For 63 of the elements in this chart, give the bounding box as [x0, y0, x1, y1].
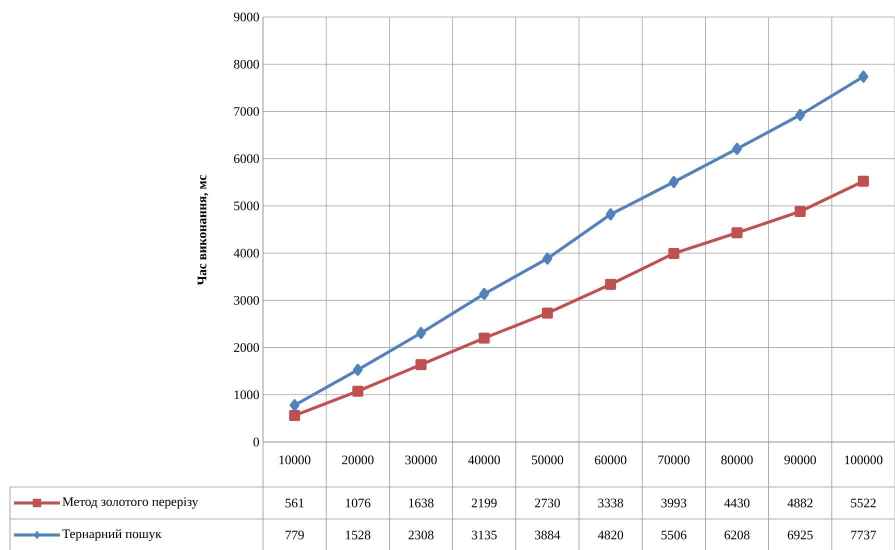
- y-tick-label: 3000: [234, 296, 259, 305]
- point: [795, 108, 806, 121]
- point: [605, 278, 616, 290]
- data-label: 1638: [409, 498, 434, 508]
- data-label: 3338: [598, 498, 624, 508]
- data-label: 4820: [598, 530, 624, 540]
- y-tick-label: 2000: [234, 343, 259, 352]
- data-label: 5506: [662, 530, 686, 540]
- legend-label: Метод золотого перерізу: [62, 497, 198, 509]
- point: [668, 248, 680, 259]
- x-tick-label: 50000: [532, 456, 564, 464]
- x-tick-label: 10000: [279, 456, 310, 464]
- data-label: 6925: [788, 530, 813, 540]
- point: [732, 142, 742, 155]
- data-label: 779: [286, 530, 304, 540]
- data-label: 561: [286, 498, 304, 508]
- y-tick-label: 8000: [234, 60, 259, 69]
- point: [478, 332, 490, 344]
- data-label: 2308: [408, 530, 434, 540]
- x-tick-label: 40000: [468, 456, 500, 464]
- x-tick-label: 70000: [658, 456, 690, 464]
- x-tick-label: 60000: [594, 456, 626, 464]
- point: [352, 386, 364, 397]
- data-label: 7737: [851, 530, 876, 540]
- point: [290, 399, 300, 412]
- data-label: 4430: [724, 498, 750, 508]
- point: [416, 359, 427, 370]
- data-label: 2199: [472, 498, 497, 508]
- x-tick-label: 90000: [784, 456, 816, 464]
- point: [352, 364, 363, 376]
- point: [858, 70, 868, 83]
- point: [542, 252, 552, 265]
- data-label: 1528: [346, 530, 370, 540]
- point: [732, 227, 743, 238]
- y-tick-label: 9000: [234, 12, 259, 22]
- x-tick-label: 20000: [342, 456, 374, 464]
- x-tick-label: 30000: [405, 456, 437, 464]
- data-label: 3884: [535, 530, 560, 540]
- data-label: 6208: [724, 530, 750, 540]
- y-tick-label: 4000: [234, 248, 259, 258]
- point: [479, 288, 490, 300]
- y-tick-label: 0: [253, 438, 259, 446]
- data-label: 3135: [472, 530, 497, 540]
- point: [668, 176, 679, 188]
- legend-label: Тернарний пошук: [62, 529, 162, 541]
- data-label: 1076: [346, 498, 370, 508]
- point: [858, 176, 869, 187]
- x-tick-label: 80000: [721, 456, 753, 464]
- point: [606, 208, 616, 220]
- point: [416, 327, 426, 340]
- point: [542, 308, 553, 319]
- x-tick-label: 100000: [845, 456, 882, 464]
- data-label: 5522: [851, 498, 876, 508]
- point: [289, 410, 300, 422]
- point: [794, 206, 806, 217]
- y-tick-label: 1000: [234, 390, 259, 400]
- data-label: 3993: [661, 498, 686, 508]
- y-tick-label: 7000: [234, 107, 259, 116]
- data-label: 2730: [534, 498, 560, 508]
- y-tick-label: 5000: [234, 202, 259, 210]
- data-label: 4882: [787, 498, 812, 508]
- y-axis-title: Час виконання, мс: [198, 175, 208, 286]
- y-tick-label: 6000: [234, 154, 259, 164]
